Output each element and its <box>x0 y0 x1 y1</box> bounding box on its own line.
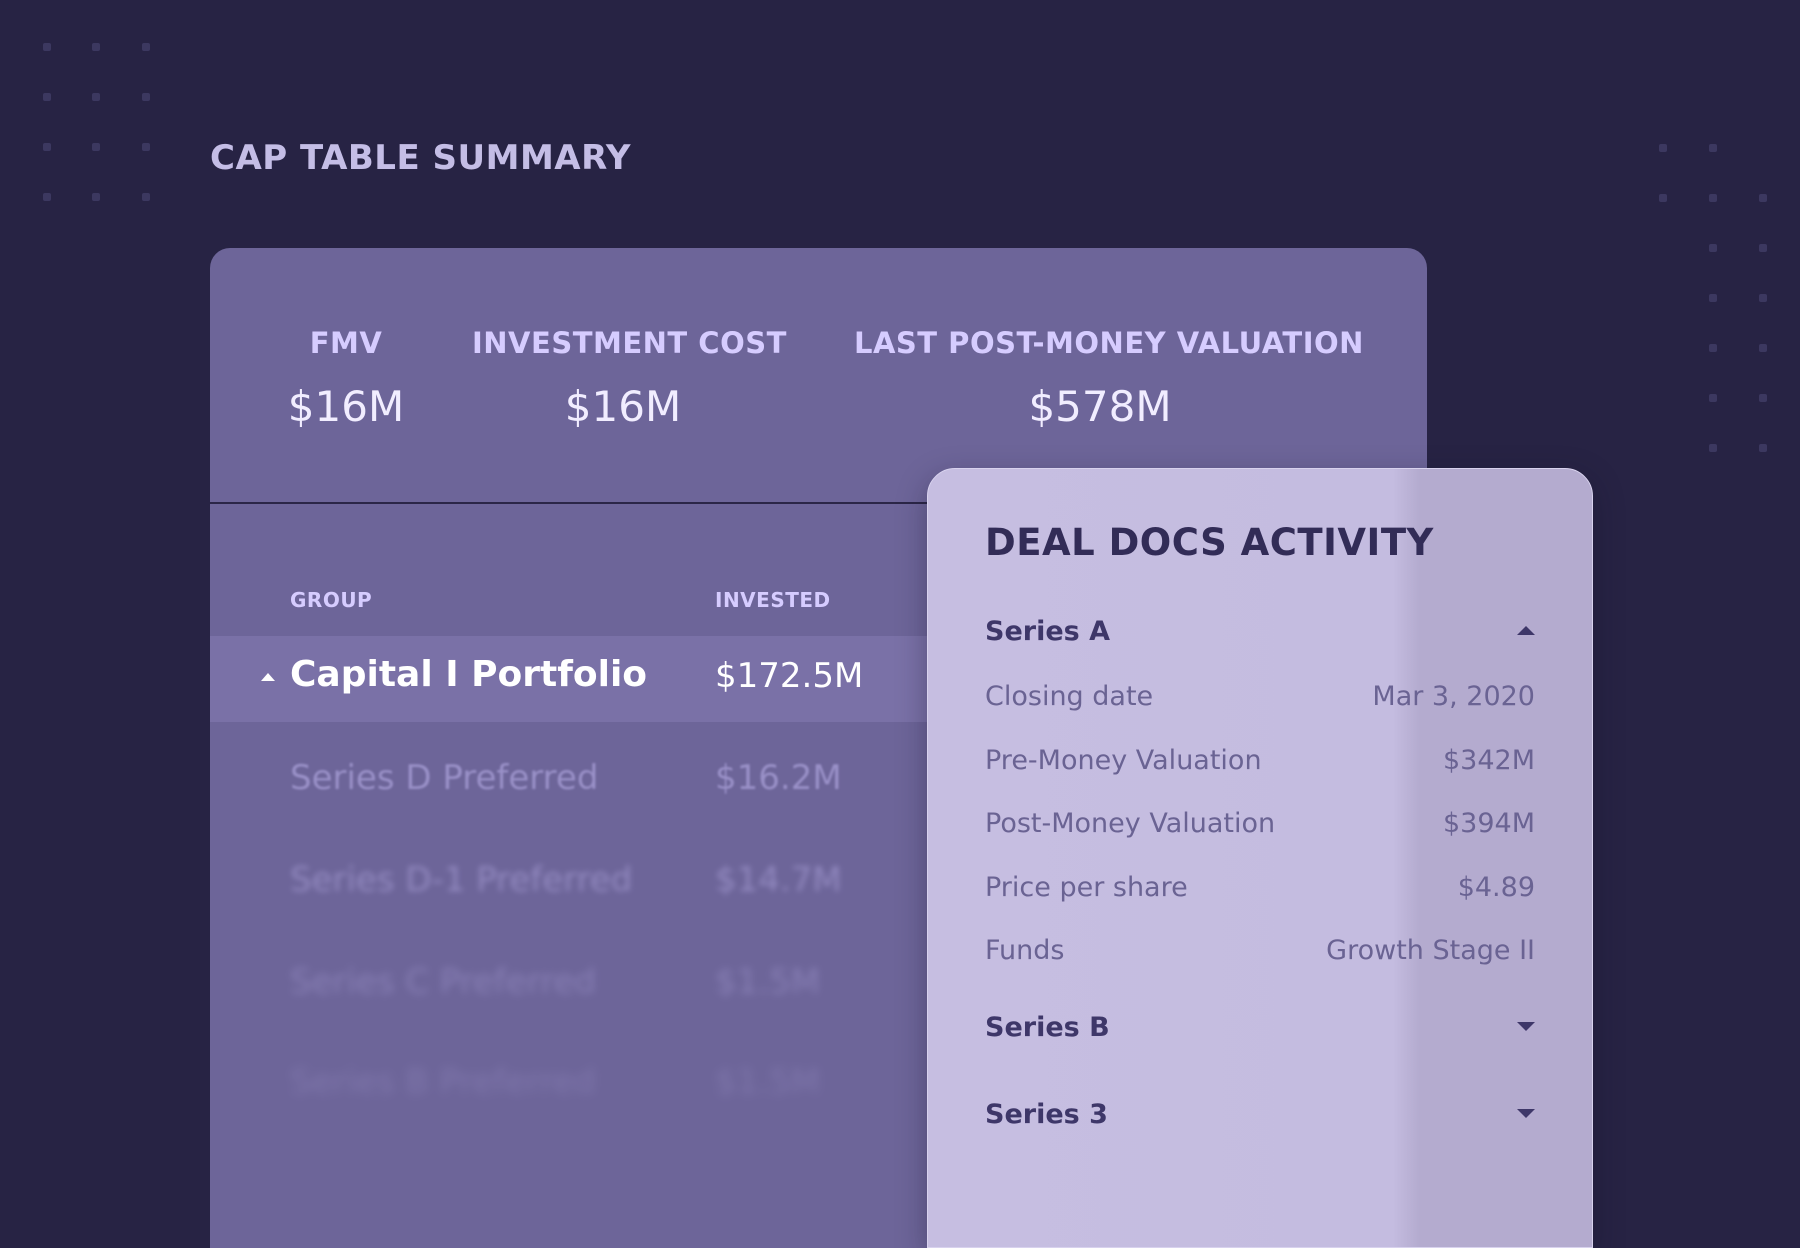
invested-amount: $1.5M <box>715 962 821 1002</box>
detail-value: Growth Stage II <box>1326 935 1535 966</box>
invested-amount: $172.5M <box>715 656 864 696</box>
detail-value: $394M <box>1442 808 1535 839</box>
metric-value: $578M <box>1028 382 1172 431</box>
invested-amount: $1.5M <box>715 1062 821 1102</box>
panel-title: DEAL DOCS ACTIVITY <box>985 521 1434 564</box>
metric-investment-cost: INVESTMENT COST $16M <box>472 326 787 431</box>
detail-label: Closing date <box>985 681 1154 712</box>
metric-label: FMV <box>309 326 383 360</box>
group-name: Series D Preferred <box>290 758 599 798</box>
detail-label: Funds <box>985 935 1065 966</box>
section-series-b[interactable]: Series B <box>985 1012 1535 1043</box>
section-series-a[interactable]: Series A <box>985 616 1535 647</box>
invested-amount: $14.7M <box>715 860 842 900</box>
metric-label: LAST POST-MONEY VALUATION <box>854 326 1364 360</box>
metric-value: $16M <box>287 382 405 431</box>
detail-value: $4.89 <box>1457 872 1535 903</box>
chevron-down-icon[interactable] <box>1517 1109 1535 1118</box>
chevron-down-icon[interactable] <box>1517 1022 1535 1031</box>
section-label: Series B <box>985 1012 1110 1043</box>
group-name: Capital I Portfolio <box>290 654 648 695</box>
collapse-caret-icon[interactable] <box>261 673 275 681</box>
detail-label: Pre-Money Valuation <box>985 745 1262 776</box>
group-name: Series C Preferred <box>290 962 596 1002</box>
page-title: CAP TABLE SUMMARY <box>210 138 632 178</box>
section-label: Series A <box>985 616 1111 647</box>
metric-value: $16M <box>564 382 682 431</box>
group-name: Series B Preferred <box>290 1062 596 1102</box>
column-header-invested[interactable]: INVESTED <box>715 588 831 612</box>
group-name: Series D-1 Preferred <box>290 860 633 900</box>
metric-fmv: FMV $16M <box>262 326 430 431</box>
invested-amount: $16.2M <box>715 758 842 798</box>
section-series-3[interactable]: Series 3 <box>985 1099 1535 1130</box>
metric-last-post-money-valuation: LAST POST-MONEY VALUATION $578M <box>854 326 1364 431</box>
detail-value: Mar 3, 2020 <box>1372 681 1535 712</box>
detail-value: $342M <box>1442 745 1535 776</box>
section-label: Series 3 <box>985 1099 1108 1130</box>
deal-docs-panel: DEAL DOCS ACTIVITY Series A Closing date… <box>927 468 1593 1248</box>
metric-label: INVESTMENT COST <box>472 326 787 360</box>
detail-label: Price per share <box>985 872 1188 903</box>
chevron-up-icon[interactable] <box>1517 626 1535 635</box>
column-header-group[interactable]: GROUP <box>290 588 373 612</box>
divider <box>210 502 1427 504</box>
detail-label: Post-Money Valuation <box>985 808 1276 839</box>
